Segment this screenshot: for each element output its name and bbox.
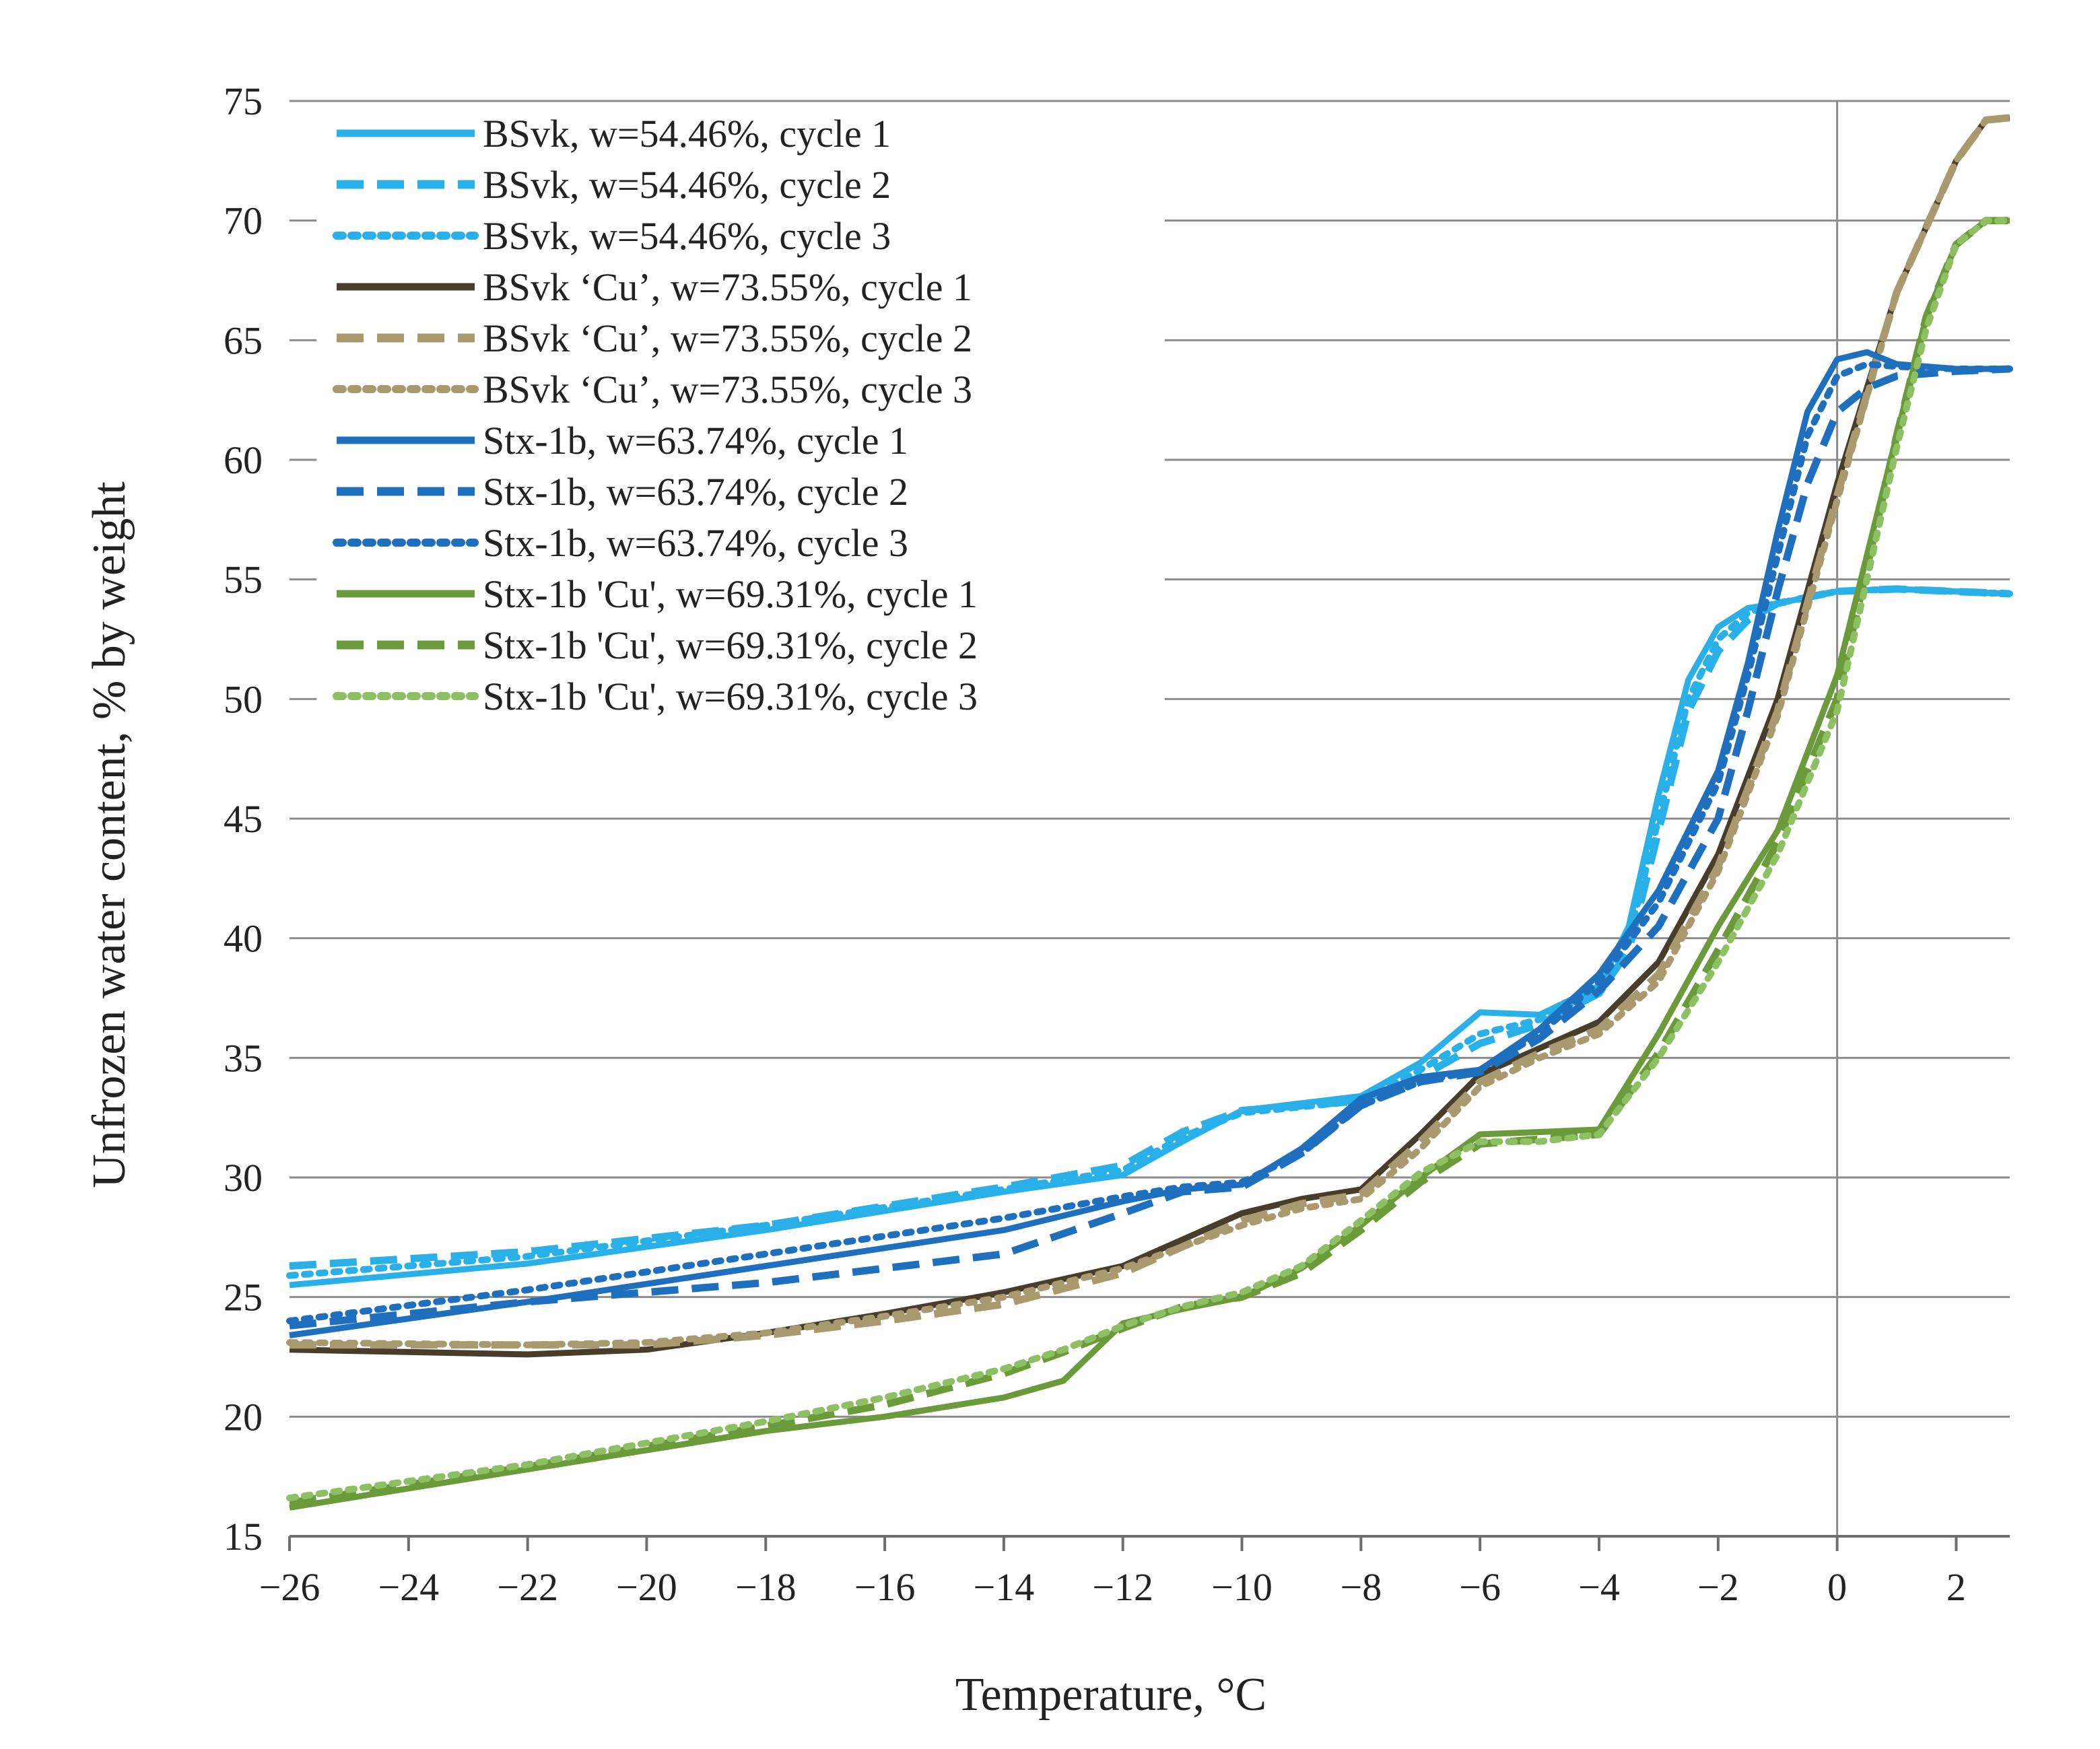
x-tick-label: −10 xyxy=(1211,1565,1273,1609)
legend-label-1: BSvk, w=54.46%, cycle 1 xyxy=(483,112,891,156)
legend-label-7: Stx-1b, w=63.74%, cycle 1 xyxy=(483,419,908,462)
y-tick-label: 15 xyxy=(224,1515,263,1558)
y-tick-label: 30 xyxy=(224,1156,263,1200)
series-line-9 xyxy=(286,360,2013,1325)
legend-label-3: BSvk, w=54.46%, cycle 3 xyxy=(483,214,891,258)
legend-label-10: Stx-1b 'Cu', w=69.31%, cycle 1 xyxy=(483,572,978,616)
y-tick-label: 20 xyxy=(224,1395,263,1439)
series-line-8 xyxy=(289,365,2010,1330)
y-tick-label: 60 xyxy=(224,438,263,482)
x-tick-label: −16 xyxy=(854,1565,916,1609)
x-tick-label: −26 xyxy=(259,1565,320,1609)
x-tick-label: −14 xyxy=(974,1565,1035,1609)
series-layer xyxy=(286,114,2013,1511)
y-tick-label: 65 xyxy=(224,318,263,362)
legend-label-9: Stx-1b, w=63.74%, cycle 3 xyxy=(483,521,908,565)
y-tick-label: 70 xyxy=(224,199,263,243)
x-tick-label: −12 xyxy=(1092,1565,1153,1609)
x-tick-label: −24 xyxy=(378,1565,439,1609)
y-tick-label: 55 xyxy=(224,558,263,602)
y-tick-label: 25 xyxy=(224,1276,263,1319)
legend-label-11: Stx-1b 'Cu', w=69.31%, cycle 2 xyxy=(483,623,978,667)
x-tick-label: −6 xyxy=(1459,1565,1501,1609)
x-tick-label: 0 xyxy=(1827,1565,1847,1609)
y-tick-label: 40 xyxy=(224,917,263,961)
legend-label-12: Stx-1b 'Cu', w=69.31%, cycle 3 xyxy=(483,675,978,718)
y-axis-title: Unfrozen water content, % by weight xyxy=(83,481,135,1188)
y-tick-label: 45 xyxy=(224,797,263,841)
legend-label-5: BSvk ‘Cu’, w=73.55%, cycle 2 xyxy=(483,316,972,360)
x-tick-label: −2 xyxy=(1697,1565,1739,1609)
series-line-12 xyxy=(286,217,2013,1502)
legend-label-8: Stx-1b, w=63.74%, cycle 2 xyxy=(483,470,908,514)
x-axis-title: Temperature, °C xyxy=(955,1669,1266,1721)
x-tick-label: −4 xyxy=(1578,1565,1620,1609)
legend-background xyxy=(316,108,1165,727)
y-tick-label: 75 xyxy=(224,79,263,123)
legend: BSvk, w=54.46%, cycle 1 BSvk, w=54.46%, c… xyxy=(333,112,978,718)
series-line-6 xyxy=(286,114,2013,1348)
x-tick-label: −8 xyxy=(1340,1565,1382,1609)
legend-label-4: BSvk ‘Cu’, w=73.55%, cycle 1 xyxy=(483,265,972,309)
x-tick-label: −20 xyxy=(616,1565,677,1609)
x-tick-label: −22 xyxy=(497,1565,558,1609)
legend-label-2: BSvk, w=54.46%, cycle 2 xyxy=(483,163,891,207)
legend-label-6: BSvk ‘Cu’, w=73.55%, cycle 3 xyxy=(483,368,972,411)
x-tick-label: −18 xyxy=(735,1565,797,1609)
y-tick-label: 50 xyxy=(224,677,263,721)
series-line-7 xyxy=(289,349,2010,1338)
x-tick-label: 2 xyxy=(1946,1565,1966,1609)
y-tick-label: 35 xyxy=(224,1036,263,1080)
